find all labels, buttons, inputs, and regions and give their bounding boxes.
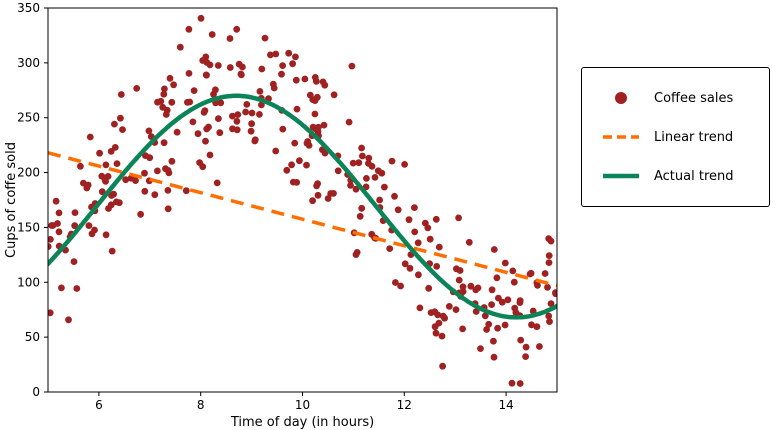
- svg-text:0: 0: [32, 385, 40, 399]
- axes-box: [47, 7, 558, 393]
- solid-line-icon: [603, 173, 639, 179]
- legend-label-linear-trend: Linear trend: [654, 129, 734, 145]
- scatter-marker-icon: [615, 92, 627, 104]
- svg-text:8: 8: [197, 398, 205, 412]
- legend-label-actual-trend: Actual trend: [654, 168, 734, 184]
- y-axis-label: Cups of coffe sold: [4, 142, 19, 258]
- svg-text:100: 100: [17, 275, 40, 289]
- svg-text:350: 350: [17, 1, 40, 15]
- tick-labels: 6 8 10 12 14 0 50 100 150 200 250 300 350: [17, 1, 514, 412]
- svg-text:50: 50: [25, 330, 40, 344]
- series-coffee-sales: [48, 14, 557, 387]
- dashed-line-icon: [603, 135, 639, 139]
- series-actual-trend: [48, 93, 557, 320]
- legend-item-linear-trend: Linear trend: [602, 128, 769, 146]
- x-axis-label: Time of day (in hours): [230, 415, 374, 430]
- svg-text:12: 12: [397, 398, 412, 412]
- plot-data: [48, 14, 557, 387]
- legend-item-actual-trend: Actual trend: [602, 167, 769, 185]
- svg-text:10: 10: [295, 398, 310, 412]
- svg-text:6: 6: [95, 398, 103, 412]
- legend: Coffee sales Linear trend Actual trend: [581, 67, 770, 207]
- svg-text:150: 150: [17, 220, 40, 234]
- svg-text:14: 14: [498, 398, 513, 412]
- legend-item-coffee-sales: Coffee sales: [602, 89, 769, 107]
- svg-text:300: 300: [17, 56, 40, 70]
- svg-text:200: 200: [17, 166, 40, 180]
- series-linear-trend: [48, 151, 557, 288]
- legend-label-coffee-sales: Coffee sales: [654, 90, 734, 106]
- svg-text:250: 250: [17, 111, 40, 125]
- ticks: [44, 7, 507, 396]
